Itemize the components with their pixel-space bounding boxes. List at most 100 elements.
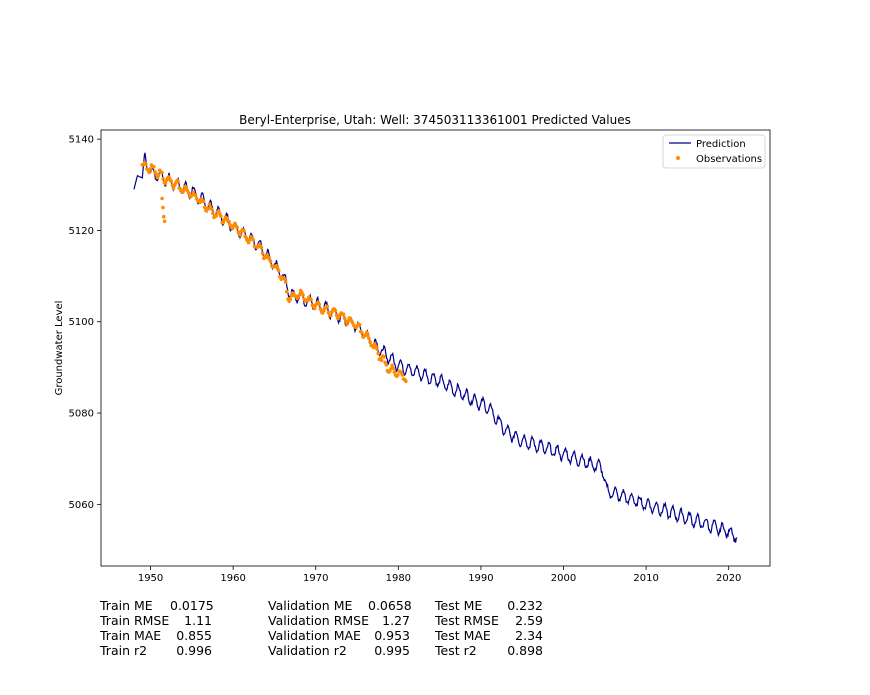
observation-point (309, 297, 313, 302)
observation-point (246, 240, 251, 245)
stat-value: 0.995 (374, 643, 410, 658)
observation-point (391, 366, 396, 371)
x-tick-label: 2010 (633, 573, 658, 584)
observation-point (161, 177, 165, 181)
observation-point (144, 162, 148, 166)
x-tick-label: 1970 (303, 573, 328, 584)
stat-value: 2.59 (515, 613, 543, 628)
observation-point (384, 363, 389, 367)
observation-point (367, 336, 371, 341)
observation-point (160, 196, 164, 201)
stat-row: Test RMSE 2.59 (435, 613, 543, 628)
stat-value: 1.27 (382, 613, 410, 628)
observation-point (400, 373, 405, 377)
legend-label-prediction: Prediction (696, 139, 746, 150)
observation-point (382, 354, 386, 359)
x-tick-label: 1980 (386, 573, 411, 584)
observation-point (182, 188, 186, 192)
observation-point (360, 331, 364, 335)
observation-point (161, 205, 165, 210)
observation-point (366, 333, 370, 338)
observation-point (171, 186, 176, 190)
stat-label: Validation ME (268, 598, 353, 613)
observation-point (227, 219, 231, 224)
observation-point (317, 302, 322, 307)
stat-row: Validation RMSE 1.27 (268, 613, 410, 628)
stat-value: 0.953 (374, 628, 410, 643)
validation-stats: Validation ME 0.0658 Validation RMSE 1.27 Va… (268, 598, 412, 658)
observation-point (345, 322, 349, 326)
stat-row: Train RMSE 1.11 (100, 613, 212, 628)
stat-label: Train RMSE (100, 613, 170, 628)
observation-point (329, 313, 333, 318)
observation-point (207, 202, 212, 207)
legend-label-observations: Observations (696, 154, 762, 165)
observation-point (404, 379, 408, 384)
observation-point (396, 373, 400, 377)
observation-point (390, 363, 394, 368)
y-tick-label: 5120 (69, 226, 94, 237)
observation-point (379, 358, 384, 363)
observation-point (251, 238, 256, 242)
stat-value: 0.232 (507, 598, 543, 613)
observation-point (186, 191, 191, 195)
observation-point (162, 219, 167, 224)
observation-point (357, 323, 362, 327)
observation-point (387, 369, 392, 374)
observation-point (285, 289, 289, 294)
test-stats: Test ME 0.232 Test RMSE 2.59 Test MAE 2.34 Tes… (435, 598, 543, 658)
observation-point (260, 251, 265, 256)
stat-label: Validation RMSE (268, 613, 370, 628)
observation-point (216, 209, 221, 213)
stat-value: 1.11 (184, 613, 212, 628)
stat-row: Train ME 0.0175 (100, 598, 214, 613)
observation-point (368, 340, 372, 345)
stat-label: Test ME (435, 598, 483, 613)
chart-title: Beryl-Enterprise, Utah: Well: 3745031133… (239, 113, 631, 127)
observation-point (325, 304, 330, 309)
observation-point (209, 207, 214, 211)
stat-label: Test r2 (435, 643, 477, 658)
stat-row: Test ME 0.232 (435, 598, 543, 613)
observation-point (364, 330, 369, 335)
observation-point (342, 316, 347, 321)
stat-label: Test RMSE (435, 613, 499, 628)
x-tick-label: 1950 (138, 573, 163, 584)
observation-point (274, 264, 279, 268)
y-axis-label: Groundwater Level (54, 301, 65, 396)
observation-point (392, 370, 397, 374)
plot-area (133, 152, 738, 543)
observation-point (268, 259, 273, 264)
observation-point (224, 216, 229, 220)
observation-point (167, 175, 171, 179)
y-tick-label: 5080 (69, 409, 94, 420)
stat-row: Train r2 0.996 (100, 643, 212, 658)
stat-label: Test MAE (435, 628, 491, 643)
observation-point (156, 174, 161, 178)
observation-point (152, 165, 156, 169)
observation-point (282, 277, 287, 281)
stat-row: Validation ME 0.0658 (268, 598, 412, 613)
observation-point (283, 280, 288, 284)
observation-point (376, 351, 381, 356)
legend-marker-swatch (676, 156, 680, 160)
observation-point (160, 170, 164, 175)
stat-value: 0.0175 (170, 598, 214, 613)
observation-point (214, 214, 219, 218)
observation-point (375, 347, 379, 351)
observation-point (276, 268, 281, 273)
stat-row: Test r2 0.898 (435, 643, 543, 658)
stat-row: Validation r2 0.995 (268, 643, 410, 658)
observation-point (346, 319, 350, 323)
y-tick-label: 5100 (69, 317, 94, 328)
observation-point (288, 297, 293, 302)
chart-canvas: 1950 1960 1970 1980 1990 2000 2010 2020 5060 5080… (54, 113, 771, 584)
stat-row: Test MAE 2.34 (435, 628, 543, 643)
stat-row: Train MAE 0.855 (100, 628, 212, 643)
observation-point (326, 310, 331, 315)
observation-point (297, 293, 302, 297)
x-tick-label: 1960 (220, 573, 245, 584)
stat-label: Train ME (100, 598, 153, 613)
stat-row: Validation MAE 0.953 (268, 628, 410, 643)
stat-label: Train MAE (100, 628, 162, 643)
